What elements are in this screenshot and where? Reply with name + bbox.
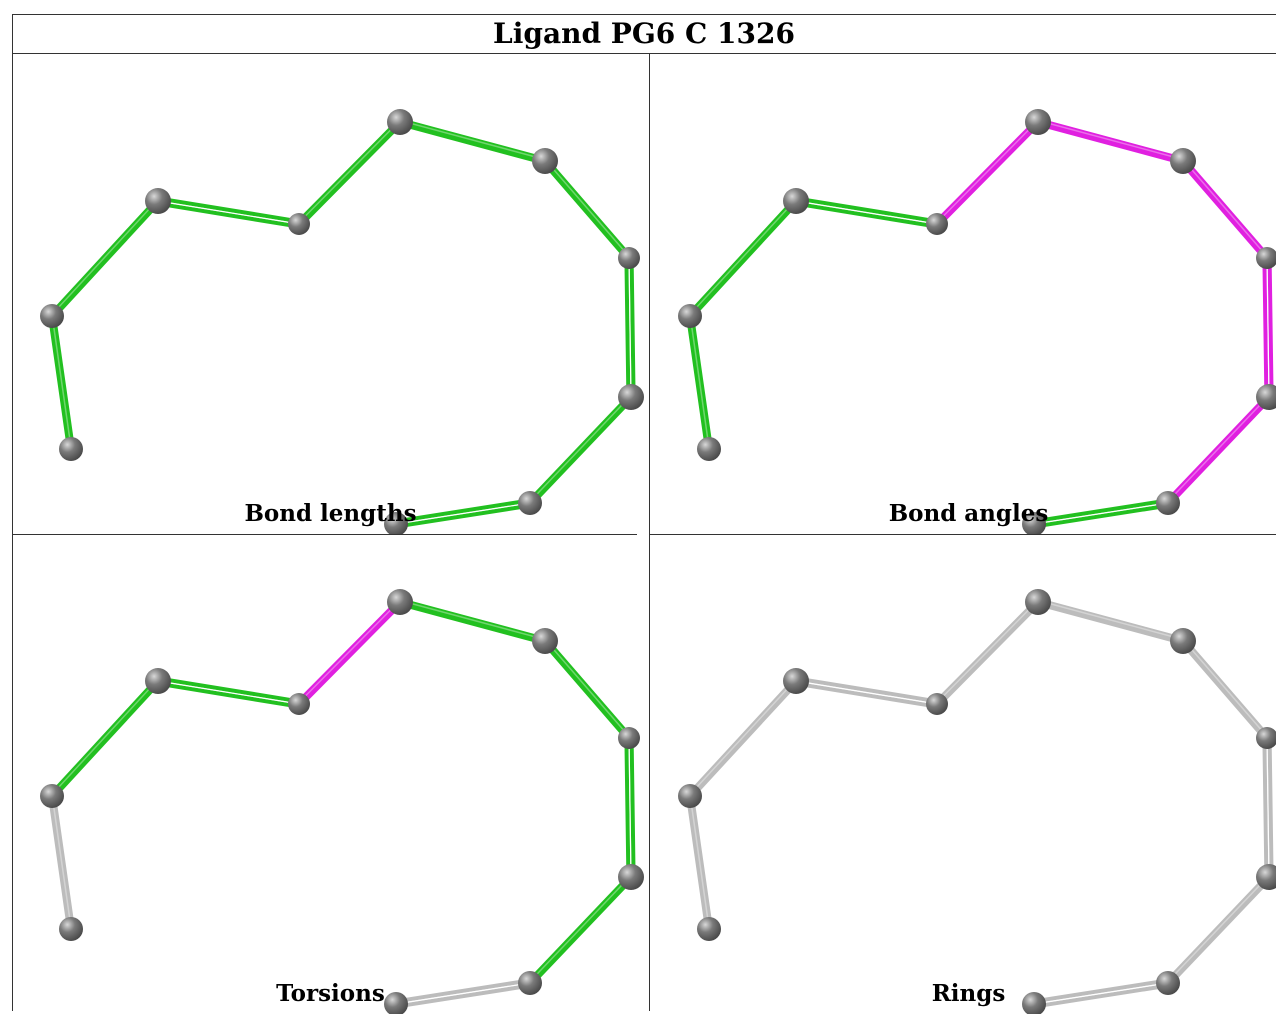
bond-a5-a6: [541, 637, 633, 742]
figure-title: Ligand PG6 C 1326: [12, 14, 1276, 54]
atom-a7: [618, 384, 644, 410]
bond-a6-a7: [1262, 735, 1274, 880]
molecule-view-rings: [678, 589, 1276, 1014]
bond-a3-a4: [933, 598, 1042, 708]
bond-a2-a3: [793, 196, 940, 229]
bond-a7-a8: [526, 393, 635, 507]
panel-caption-torsions: Torsions: [276, 980, 385, 1007]
bond-a8-a9: [1031, 978, 1171, 1009]
atom-a9: [384, 512, 408, 534]
atom-a5: [1170, 148, 1196, 174]
atom-a8: [518, 491, 542, 515]
bond-a6-a7: [1262, 255, 1274, 400]
atom-a1: [678, 784, 702, 808]
atom-a5: [1170, 628, 1196, 654]
bond-a7-a8: [526, 873, 635, 987]
molecule-view-bond-lengths: [40, 109, 644, 534]
atom-a8: [518, 971, 542, 995]
bond-a3-a4: [295, 598, 404, 708]
atom-a4: [387, 589, 413, 615]
bond-a0-a1: [48, 312, 75, 453]
atom-a7: [618, 864, 644, 890]
atom-a2: [145, 668, 171, 694]
atom-a3: [288, 693, 310, 715]
atom-a9: [384, 992, 408, 1014]
atom-a2: [145, 188, 171, 214]
bond-a1-a2: [48, 677, 162, 800]
bond-a8-a9: [393, 498, 533, 529]
atom-a5: [532, 148, 558, 174]
bond-a4-a5: [1034, 118, 1187, 165]
bond-a8-a9: [1031, 498, 1171, 529]
atom-a3: [288, 213, 310, 235]
atom-a9: [1022, 992, 1046, 1014]
atom-a6: [1256, 247, 1276, 269]
bond-a5-a6: [1179, 157, 1271, 262]
panel-caption-bond-lengths: Bond lengths: [244, 500, 417, 527]
atom-a5: [532, 628, 558, 654]
bond-a8-a9: [393, 978, 533, 1009]
atom-a4: [1025, 109, 1051, 135]
bond-a1-a2: [48, 197, 162, 320]
panel-rings: Rings: [650, 534, 1276, 1014]
panel-bond-lengths: Bond lengths: [12, 54, 649, 534]
panel-caption-rings: Rings: [931, 980, 1006, 1007]
atom-a1: [40, 784, 64, 808]
bond-a0-a1: [686, 792, 713, 933]
atom-a2: [783, 668, 809, 694]
bond-a1-a2: [686, 677, 800, 800]
panel-divider-vertical: [649, 54, 650, 1011]
bond-a4-a5: [1034, 598, 1187, 645]
atom-a7: [1256, 384, 1276, 410]
atom-a0: [59, 437, 83, 461]
panel-divider-horizontal-left: [12, 534, 637, 535]
atom-a6: [1256, 727, 1276, 749]
atom-a8: [1156, 971, 1180, 995]
bond-a3-a4: [933, 118, 1042, 228]
atom-a2: [783, 188, 809, 214]
atom-a3: [926, 693, 948, 715]
panel-torsions: Torsions: [12, 534, 649, 1014]
bond-a0-a1: [686, 312, 713, 453]
bond-a7-a8: [1164, 873, 1273, 987]
figure-frame: [12, 14, 1276, 1011]
bond-a7-a8: [1164, 393, 1273, 507]
atom-a0: [59, 917, 83, 941]
bond-a1-a2: [686, 197, 800, 320]
atom-a4: [1025, 589, 1051, 615]
bond-a0-a1: [48, 792, 75, 933]
bond-a4-a5: [396, 118, 549, 165]
bond-a6-a7: [624, 735, 636, 880]
atom-a7: [1256, 864, 1276, 890]
bond-a5-a6: [1179, 637, 1271, 742]
atom-a6: [618, 727, 640, 749]
bond-a2-a3: [155, 676, 302, 709]
panel-divider-horizontal-right: [649, 534, 1276, 535]
panel-bond-angles: Bond angles: [650, 54, 1276, 534]
atom-a8: [1156, 491, 1180, 515]
atom-a1: [678, 304, 702, 328]
molecule-view-bond-angles: [678, 109, 1276, 534]
atom-a9: [1022, 512, 1046, 534]
atom-a0: [697, 917, 721, 941]
molecule-view-torsions: [40, 589, 644, 1014]
bond-a5-a6: [541, 157, 633, 262]
bond-a6-a7: [624, 255, 636, 400]
atom-a4: [387, 109, 413, 135]
bond-a3-a4: [295, 118, 404, 228]
panel-caption-bond-angles: Bond angles: [888, 500, 1049, 527]
bond-a2-a3: [793, 676, 940, 709]
atom-a6: [618, 247, 640, 269]
bond-a2-a3: [155, 196, 302, 229]
atom-a0: [697, 437, 721, 461]
atom-a3: [926, 213, 948, 235]
bond-a4-a5: [396, 598, 549, 645]
atom-a1: [40, 304, 64, 328]
